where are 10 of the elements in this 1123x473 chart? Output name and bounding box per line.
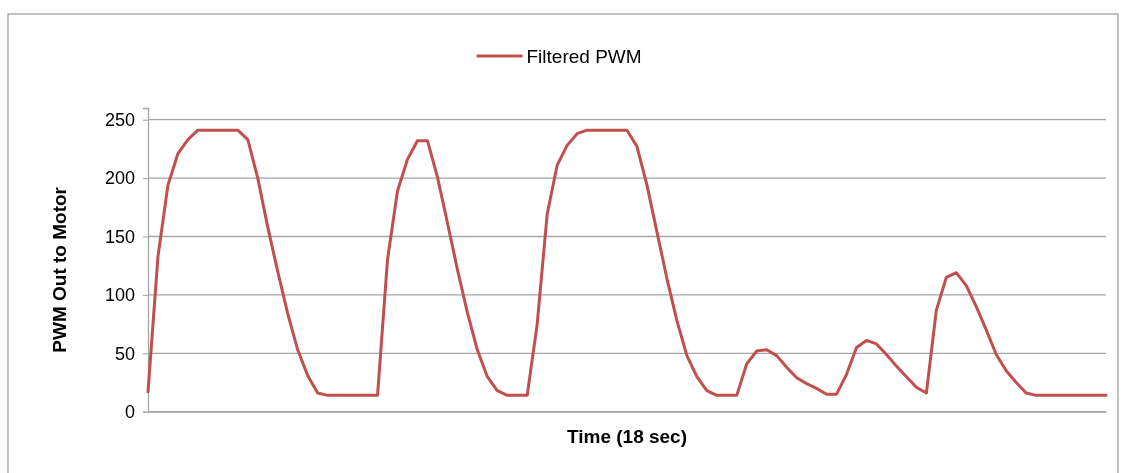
line-series: [146, 128, 1108, 397]
y-axis-title: PWM Out to Motor: [49, 186, 70, 353]
y-tick-label: 50: [114, 343, 135, 364]
y-tick-label: 0: [124, 401, 135, 422]
y-tick-label: 250: [104, 109, 135, 130]
y-tick-label: 150: [104, 226, 135, 247]
x-axis-title: Time (18 sec): [566, 426, 688, 447]
y-tick-label: 200: [104, 168, 135, 189]
legend-label: Filtered PWM: [526, 45, 642, 67]
y-tick-label: 100: [104, 285, 135, 306]
